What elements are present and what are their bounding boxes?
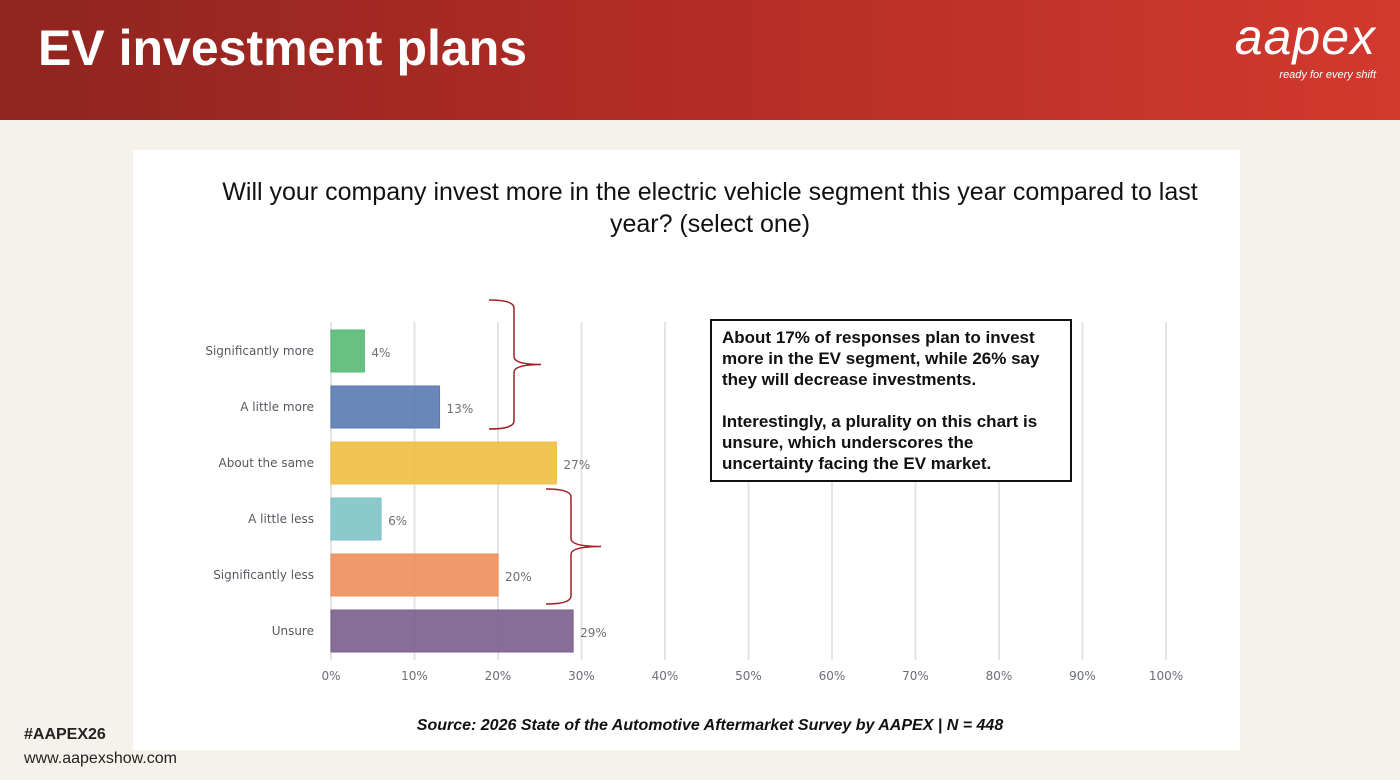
category-label: Significantly less — [213, 568, 314, 582]
brace-annotation — [488, 299, 542, 430]
x-tick-label: 80% — [986, 669, 1013, 683]
category-label: About the same — [219, 456, 314, 470]
category-label: Significantly more — [205, 344, 314, 358]
callout-text-1: About 17% of responses plan to invest mo… — [722, 328, 1040, 389]
callout-box: About 17% of responses plan to invest mo… — [710, 319, 1072, 482]
bar — [330, 329, 365, 373]
survey-question: Will your company invest more in the ele… — [222, 178, 1198, 238]
bar — [330, 385, 441, 429]
header-banner: EV investment plans aapex ready for ever… — [0, 0, 1400, 120]
category-label: A little more — [240, 400, 314, 414]
bar — [330, 497, 382, 541]
x-tick-label: 0% — [321, 669, 340, 683]
x-tick-label: 70% — [902, 669, 929, 683]
category-label: Unsure — [272, 624, 314, 638]
logo-name: aapex — [1234, 9, 1376, 65]
x-tick-label: 100% — [1149, 669, 1183, 683]
bar — [330, 441, 557, 485]
x-tick-label: 30% — [568, 669, 595, 683]
x-tick-label: 60% — [819, 669, 846, 683]
value-label: 29% — [580, 626, 607, 640]
value-label: 4% — [371, 346, 390, 360]
source-note: Source: 2026 State of the Automotive Aft… — [416, 717, 1004, 734]
category-label: A little less — [248, 512, 314, 526]
x-tick-label: 20% — [485, 669, 512, 683]
x-tick-label: 10% — [401, 669, 428, 683]
value-label: 27% — [563, 458, 590, 472]
logo-tagline: ready for every shift — [1279, 69, 1376, 81]
callout-text-2: Interestingly, a plurality on this chart… — [722, 412, 1038, 473]
hashtag: #AAPEX26 — [24, 726, 106, 743]
value-label: 13% — [447, 402, 474, 416]
value-label: 20% — [505, 570, 532, 584]
value-label: 6% — [388, 514, 407, 528]
website-url: www.aapexshow.com — [24, 750, 177, 767]
bar — [330, 609, 574, 653]
page-title: EV investment plans — [38, 20, 528, 76]
brace-annotation — [545, 488, 602, 605]
aapex-logo: aapex ready for every shift — [1235, 8, 1376, 82]
x-tick-label: 50% — [735, 669, 762, 683]
x-tick-label: 40% — [652, 669, 679, 683]
x-tick-label: 90% — [1069, 669, 1096, 683]
bar — [330, 553, 499, 597]
